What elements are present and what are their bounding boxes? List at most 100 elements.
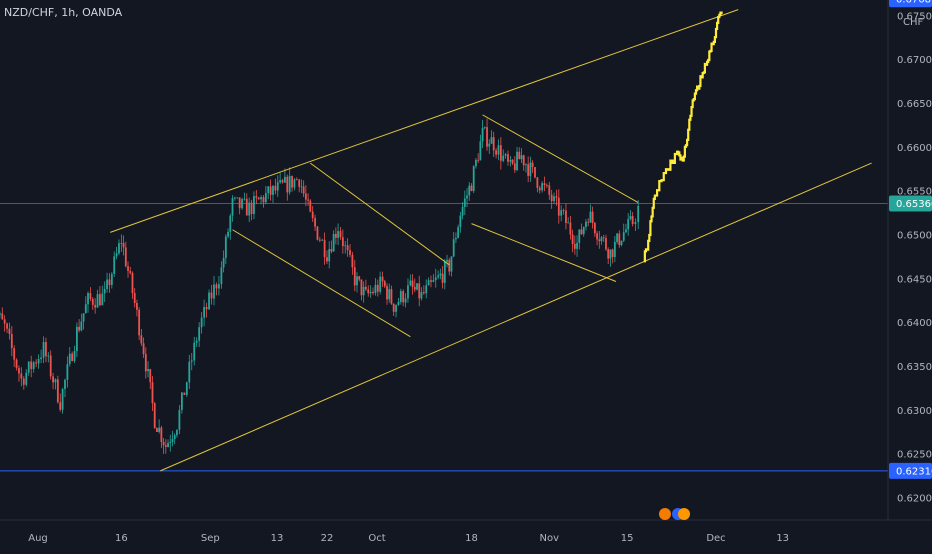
price-tag bbox=[889, 462, 932, 479]
drawing-lines-group[interactable] bbox=[0, 0, 888, 472]
candle bbox=[585, 221, 587, 228]
candle bbox=[518, 151, 521, 160]
candle bbox=[205, 306, 208, 310]
trendline-channel-lower[interactable] bbox=[160, 162, 872, 472]
candle bbox=[120, 243, 123, 244]
candle bbox=[504, 154, 507, 156]
candle bbox=[427, 280, 430, 286]
candle bbox=[91, 298, 94, 305]
trendline-flag-2-lower[interactable] bbox=[471, 223, 617, 282]
candle bbox=[82, 313, 85, 322]
candle bbox=[609, 249, 612, 259]
candle bbox=[113, 256, 116, 274]
candle bbox=[1, 313, 4, 320]
candle bbox=[407, 285, 409, 299]
candle bbox=[531, 162, 534, 168]
trendline-channel-upper[interactable] bbox=[110, 9, 739, 233]
time-tick-label: Aug bbox=[28, 533, 48, 544]
candle bbox=[605, 238, 607, 250]
candle bbox=[231, 198, 234, 216]
candle bbox=[602, 237, 605, 239]
candle bbox=[466, 195, 468, 199]
candle bbox=[269, 186, 272, 195]
candle bbox=[178, 409, 181, 430]
candle bbox=[399, 291, 402, 303]
candle bbox=[358, 276, 361, 280]
candle bbox=[129, 271, 132, 273]
price-axis[interactable] bbox=[888, 0, 932, 550]
event-icons[interactable] bbox=[659, 508, 690, 520]
candle bbox=[118, 243, 120, 254]
candle bbox=[367, 289, 370, 294]
candle bbox=[600, 237, 603, 242]
candle bbox=[213, 284, 215, 299]
projection-path[interactable] bbox=[643, 11, 723, 263]
candle bbox=[495, 150, 497, 155]
candle bbox=[227, 231, 229, 237]
candle bbox=[22, 378, 25, 385]
candle bbox=[76, 326, 78, 352]
candle bbox=[430, 280, 432, 282]
trendline-flag-1-upper[interactable] bbox=[310, 162, 450, 266]
candle bbox=[167, 443, 169, 447]
candle bbox=[402, 291, 405, 303]
candle bbox=[94, 304, 97, 308]
candle bbox=[364, 286, 367, 290]
candle bbox=[307, 199, 309, 201]
candle bbox=[64, 379, 66, 390]
trendline-flag-1-lower[interactable] bbox=[232, 229, 411, 338]
candle bbox=[383, 281, 386, 287]
time-tick-label: Sep bbox=[201, 533, 220, 544]
candle bbox=[89, 293, 92, 299]
candle bbox=[195, 340, 198, 343]
candle bbox=[457, 227, 460, 238]
candle bbox=[479, 141, 482, 161]
candle bbox=[351, 254, 354, 268]
candle bbox=[538, 187, 541, 191]
candle bbox=[346, 245, 349, 251]
candle bbox=[188, 361, 191, 383]
candle bbox=[580, 229, 583, 235]
candle bbox=[381, 276, 384, 282]
candle bbox=[411, 280, 414, 287]
candle bbox=[169, 441, 172, 444]
candle bbox=[190, 360, 193, 362]
candle bbox=[576, 242, 578, 249]
candle bbox=[10, 333, 13, 349]
candle bbox=[461, 206, 464, 216]
time-tick-label: 18 bbox=[465, 533, 478, 544]
candle bbox=[425, 285, 428, 294]
candle bbox=[629, 216, 632, 220]
candle bbox=[286, 176, 289, 193]
candle bbox=[613, 241, 616, 258]
event-icon-1[interactable] bbox=[659, 508, 671, 520]
trendline-flag-2-upper[interactable] bbox=[482, 114, 639, 203]
candle bbox=[422, 292, 425, 294]
candle bbox=[3, 319, 6, 324]
candle bbox=[432, 280, 435, 282]
candle bbox=[620, 240, 623, 245]
candle bbox=[68, 353, 71, 365]
candle bbox=[555, 196, 558, 198]
candle bbox=[534, 167, 536, 178]
candle bbox=[260, 197, 262, 200]
candle bbox=[323, 239, 326, 258]
candle bbox=[71, 353, 74, 361]
candle bbox=[30, 361, 33, 370]
candle bbox=[52, 376, 54, 383]
candle bbox=[25, 372, 28, 385]
candle bbox=[220, 267, 223, 285]
candle bbox=[567, 222, 570, 224]
candle bbox=[372, 291, 374, 293]
event-icon-3[interactable] bbox=[678, 508, 690, 520]
candle bbox=[131, 272, 134, 294]
candle bbox=[582, 227, 585, 235]
candle bbox=[522, 155, 525, 166]
